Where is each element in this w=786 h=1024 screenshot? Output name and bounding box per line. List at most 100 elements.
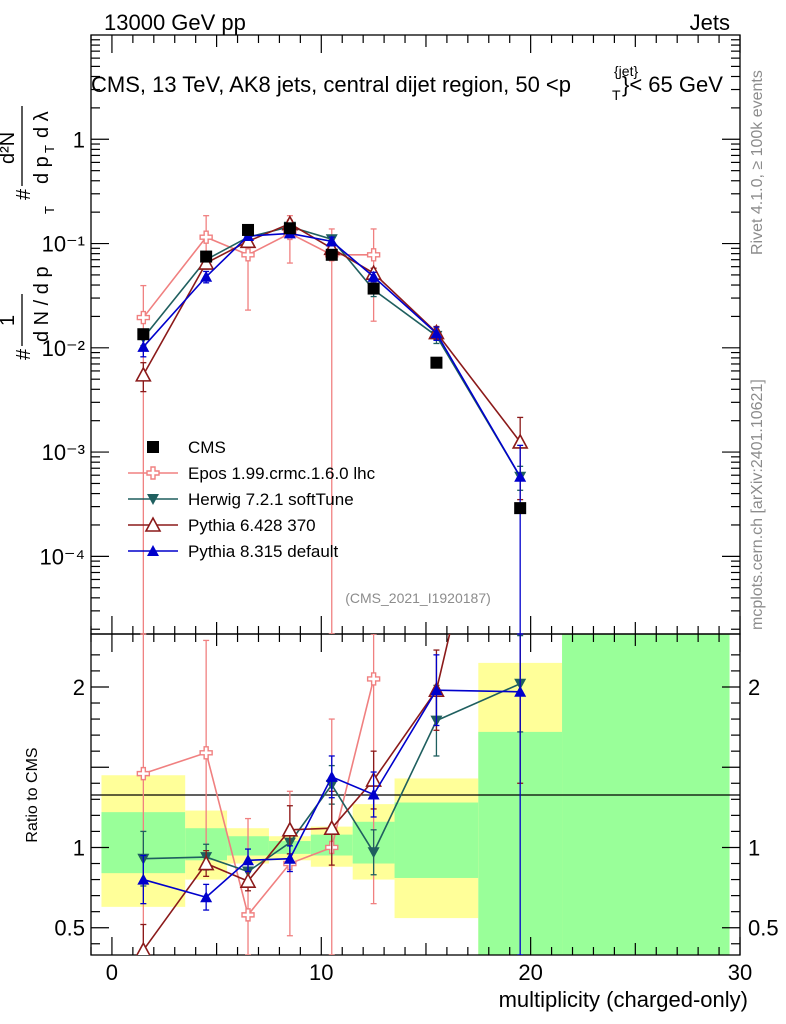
ylabel-hash-2: # (13, 188, 35, 200)
cms-point (325, 248, 338, 261)
mcplots-label: mcplots.cern.ch [arXiv:2401.10621] (749, 379, 766, 630)
ratio-point (325, 770, 338, 782)
cms-point (514, 502, 527, 515)
ratio-point (283, 852, 296, 864)
subtitle-sup: {jet} (614, 63, 638, 79)
ratio-point (136, 766, 151, 781)
x-axis: 0 10 20 30 (90, 35, 752, 985)
main-ytick-label: 10⁻³ (42, 440, 85, 465)
main-point (137, 340, 150, 352)
ylabel-pT-sub: T (42, 206, 57, 214)
legend-marker (146, 466, 160, 480)
ratio-point (137, 873, 150, 885)
xtick-label: 0 (106, 960, 118, 985)
main-line (142, 222, 521, 443)
ylabel-d2N: d²N (0, 132, 19, 164)
cms-point (283, 222, 296, 235)
ylabel-hash-1: # (13, 348, 35, 360)
legend-label: Epos 1.99.crmc.1.6.0 lhc (188, 464, 376, 483)
legend-label: Herwig 7.2.1 softTune (188, 490, 354, 509)
ratio-point (242, 854, 255, 866)
main-ytick-label: 10⁻² (42, 336, 85, 361)
ratio-point (136, 941, 151, 955)
ylabel-dpT-sub: T (42, 145, 57, 153)
subtitle-main: CMS, 13 TeV, AK8 jets, central dijet reg… (91, 72, 571, 97)
ratio-ytick-label-left: 0.5 (54, 916, 85, 941)
ratio-point (197, 854, 215, 871)
main-series-group (134, 215, 529, 634)
ylabel-dlambda: d λ (31, 111, 53, 138)
ratio-point (367, 788, 380, 800)
ratio-point (200, 891, 213, 903)
cms-point (242, 223, 255, 236)
main-series-0 (136, 215, 381, 634)
main-ytick-label: 10⁻¹ (42, 232, 85, 257)
ratio-point (281, 821, 299, 837)
ratio-point (367, 847, 380, 859)
rivet-version-label: Rivet 4.1.0, ≥ 100k events (749, 70, 766, 255)
main-ytick-label: 10⁻⁴ (39, 544, 85, 569)
header-right: Jets (690, 10, 730, 35)
ratio-y-axis-label: Ratio to CMS (24, 747, 41, 842)
main-y-axis-label: # 1 d N / d p T # d²N d p T d λ (0, 106, 57, 360)
main-point (199, 230, 213, 244)
main-point (241, 248, 255, 262)
subtitle-sub: T (612, 87, 621, 103)
ratio-ytick-label-right: 0.5 (748, 916, 779, 941)
plot-subtitle: CMS, 13 TeV, AK8 jets, central dijet reg… (91, 63, 723, 103)
cms-point (430, 356, 443, 369)
ratio-point (366, 672, 381, 686)
x-axis-label: multiplicity (charged-only) (499, 987, 748, 1012)
main-line (142, 232, 521, 478)
ylabel-one: 1 (0, 315, 19, 326)
main-point (367, 270, 380, 282)
ylabel-dpT: d p (31, 156, 53, 184)
ratio-series-3 (137, 634, 527, 955)
ratio-point (241, 908, 255, 922)
main-series-3 (137, 227, 527, 634)
main-series-cms (137, 222, 527, 515)
main-line (142, 232, 374, 319)
main-point (514, 470, 527, 482)
ratio-line (143, 683, 521, 873)
main-point (134, 366, 152, 382)
ratio-line (142, 634, 451, 951)
main-ytick-label: 1 (73, 127, 85, 152)
main-y-axis: 10⁻⁴ 10⁻³ 10⁻² 10⁻¹ 1 (39, 39, 740, 630)
legend-marker (147, 494, 159, 505)
legend-label: Pythia 8.315 default (188, 542, 339, 561)
legend-marker (147, 441, 159, 453)
header-left: 13000 GeV pp (104, 10, 246, 35)
ratio-ytick-label-right: 2 (748, 675, 760, 700)
cms-point (200, 250, 213, 263)
main-point (325, 235, 338, 247)
ratio-point (323, 819, 341, 836)
legend-marker (147, 545, 159, 556)
legend-marker (144, 516, 162, 532)
legend: CMS Epos 1.99.crmc.1.6.0 lhc Herwig 7.2.1 … (128, 438, 376, 561)
main-line (142, 225, 521, 478)
cms-point (137, 328, 150, 341)
ratio-point (239, 872, 257, 888)
ratio-ytick-label-right: 1 (748, 835, 760, 860)
ratio-ytick-label-left: 1 (73, 835, 85, 860)
ratio-y-axis: 0.5 0.5 1 1 2 2 (54, 654, 779, 945)
analysis-id: (CMS_2021_I1920187) (345, 590, 491, 606)
main-point (430, 327, 443, 339)
ratio-point (514, 685, 527, 697)
main-point (136, 310, 151, 325)
xtick-label: 20 (518, 960, 542, 985)
ylabel-dN-dpT: d N / d p (31, 266, 53, 342)
legend-label: CMS (188, 438, 226, 457)
subtitle-end: }< 65 GeV (622, 72, 723, 97)
cms-point (367, 282, 380, 295)
main-point (366, 248, 381, 262)
legend-label: Pythia 6.428 370 (188, 516, 316, 535)
band-green-6 (394, 802, 479, 878)
xtick-label: 10 (309, 960, 333, 985)
xtick-label: 30 (728, 960, 752, 985)
ratio-point (199, 746, 213, 760)
main-point (200, 270, 213, 282)
ratio-series-group (136, 634, 527, 955)
